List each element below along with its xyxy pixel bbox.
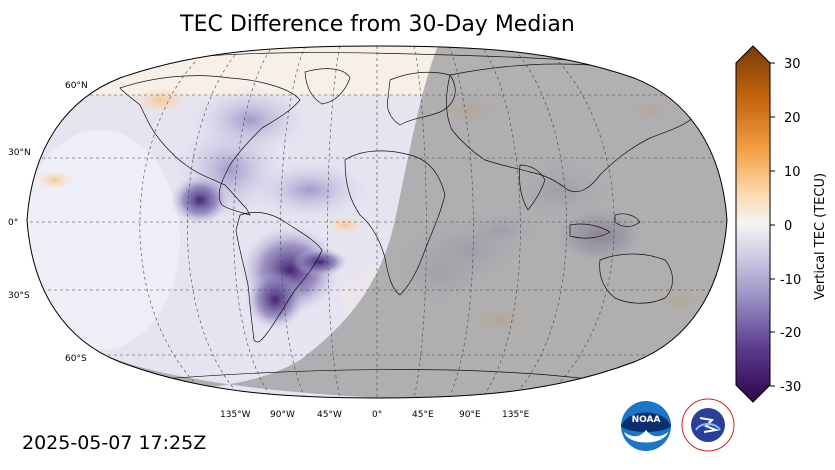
colorbar-tick-20: 20: [784, 111, 801, 126]
lon-label-90e: 90°E: [459, 410, 481, 420]
noaa-logo: NOAA: [621, 401, 671, 451]
colorbar-tick-30: 30: [784, 57, 801, 72]
lon-label-135e: 135°E: [502, 410, 530, 420]
colorbar-tick-neg10: -10: [780, 273, 801, 288]
colorbar-tick-0: 0: [784, 219, 792, 234]
nws-logo: [681, 398, 735, 452]
map-title: TEC Difference from 30-Day Median: [180, 12, 575, 37]
lat-label-30s: 30°S: [8, 291, 30, 301]
noaa-logo-text: NOAA: [632, 415, 661, 425]
lon-label-0: 0°: [372, 410, 382, 420]
lon-label-45e: 45°E: [412, 410, 434, 420]
timestamp: 2025-05-07 17:25Z: [22, 432, 207, 454]
colorbar-tick-10: 10: [784, 165, 801, 180]
lat-label-30n: 30°N: [8, 148, 31, 158]
lat-label-60n: 60°N: [65, 81, 88, 91]
colorbar-label: Vertical TEC (TECU): [813, 173, 828, 300]
colorbar-tick-neg30: -30: [780, 380, 801, 395]
logos: NOAA: [621, 398, 735, 452]
lat-label-0: 0°: [8, 218, 18, 228]
colorbar-tick-neg20: -20: [780, 326, 801, 341]
lon-label-45w: 45°W: [317, 410, 342, 420]
lon-label-90w: 90°W: [270, 410, 295, 420]
lat-label-60s: 60°S: [65, 354, 87, 364]
colorbar-body: [735, 45, 771, 403]
lon-label-135w: 135°W: [220, 410, 251, 420]
